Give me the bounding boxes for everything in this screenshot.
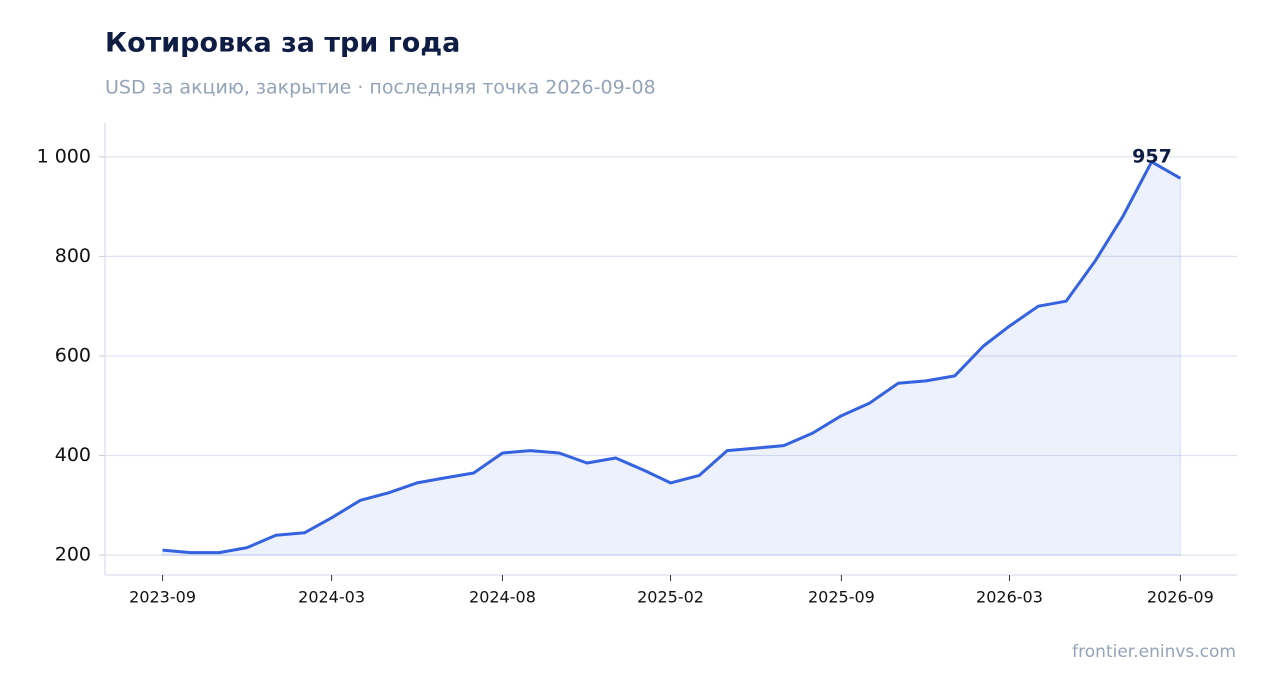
x-tick-label: 2026-03 (976, 588, 1043, 607)
annotation: 957 (1132, 146, 1172, 168)
y-tick-label: 1 000 (37, 145, 91, 167)
x-tick-label: 2026-09 (1147, 588, 1214, 607)
chart-subtitle: USD за акцию, закрытие · последняя точка… (105, 77, 656, 99)
x-tick-label: 2025-02 (637, 588, 704, 607)
y-tick-label: 200 (55, 544, 91, 566)
area (162, 161, 1181, 556)
x-tick-label: 2024-03 (298, 588, 365, 607)
source: frontier.eninvs.com (1072, 642, 1236, 662)
x-tick-label: 2023-09 (129, 588, 196, 607)
y-tick-label: 400 (55, 444, 91, 466)
x-tick-label: 2024-08 (469, 588, 536, 607)
y-tick-label: 800 (55, 245, 91, 267)
x-tick-label: 2025-09 (808, 588, 875, 607)
line (162, 160, 1182, 555)
chart-title: Котировка за три года (105, 28, 460, 59)
y-tick-label: 600 (55, 344, 91, 366)
